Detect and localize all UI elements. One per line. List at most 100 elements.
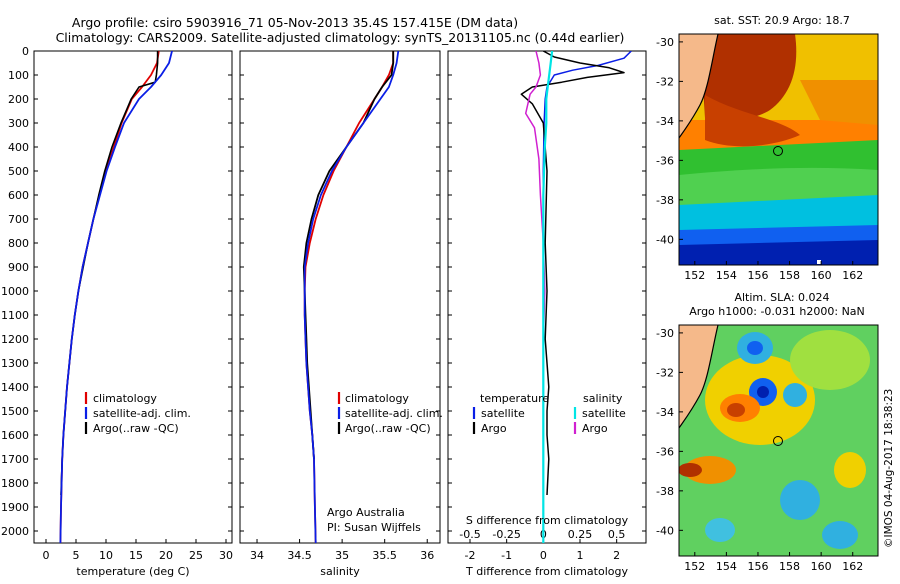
temperature-tick-label: 20 [159, 549, 173, 562]
salinity-legend: climatology satellite-adj. clim. Argo(..… [327, 392, 443, 534]
map-lat-label: -30 [656, 327, 674, 340]
map-lon-label: 156 [747, 269, 768, 282]
salinity-series [302, 51, 400, 543]
temperature-tick-label: 15 [129, 549, 143, 562]
depth-tick-label: 100 [8, 69, 29, 82]
t-difference-tick-label: -1 [501, 549, 512, 562]
map-lon-label: 156 [747, 560, 768, 573]
temperature-tick-label: 25 [189, 549, 203, 562]
legend-title-salinity: salinity [583, 392, 623, 405]
salinity-tick-label: 36 [420, 549, 434, 562]
salinity-tick-label: 34.5 [287, 549, 312, 562]
map-lat-label: -30 [656, 36, 674, 49]
depth-tick-label: 1900 [1, 501, 29, 514]
s-difference-label: S difference from climatology [466, 514, 629, 527]
legend-label-temp-satellite: satellite [481, 407, 525, 420]
map-lon-label: 162 [842, 560, 863, 573]
depth-tick-label: 1500 [1, 405, 29, 418]
depth-tick-label: 800 [8, 237, 29, 250]
map-lat-label: -40 [656, 233, 674, 246]
depth-tick-label: 1300 [1, 357, 29, 370]
map-lat-label: -32 [656, 366, 674, 379]
salinity-panel [239, 50, 441, 544]
legend-label-argo: Argo(..raw -QC) [345, 422, 431, 435]
pi-note: PI: Susan Wijffels [327, 521, 421, 534]
depth-tick-label: 1600 [1, 429, 29, 442]
map-lat-label: -38 [656, 485, 674, 498]
project-note: Argo Australia [327, 506, 405, 519]
temperature-xlabel: temperature (deg C) [76, 565, 189, 578]
depth-tick-label: 2000 [1, 525, 29, 538]
depth-tick-label: 1200 [1, 333, 29, 346]
t-difference-tick-label: 1 [577, 549, 584, 562]
difference-series [520, 51, 632, 543]
salinity-tick-label: 35 [335, 549, 349, 562]
legend-label-satellite: satellite-adj. clim. [345, 407, 443, 420]
imos-stamp: ©IMOS 04-Aug-2017 18:38:23 [883, 389, 895, 548]
temperature-series [59, 51, 173, 543]
sst-map-title: sat. SST: 20.9 Argo: 18.7 [714, 14, 850, 27]
map-lat-label: -40 [656, 524, 674, 537]
depth-axis: 0 100 200 300 400 500 600 700 800 900 1000 1100 1200… [1, 45, 646, 538]
legend-label-satellite: satellite-adj. clim. [93, 407, 191, 420]
depth-tick-label: 1400 [1, 381, 29, 394]
salinity-tick-label: 34 [250, 549, 264, 562]
map-lat-label: -38 [656, 194, 674, 207]
depth-tick-label: 500 [8, 165, 29, 178]
t-difference-tick-label: 0 [540, 549, 547, 562]
temperature-tick-label: 0 [43, 549, 50, 562]
depth-tick-label: 0 [22, 45, 29, 58]
legend-label-sal-satellite: satellite [582, 407, 626, 420]
depth-tick-label: 600 [8, 189, 29, 202]
sla-map-title1: Altim. SLA: 0.024 [734, 291, 829, 304]
series-line-temp-argo [520, 51, 625, 496]
depth-tick-label: 700 [8, 213, 29, 226]
depth-tick-label: 1100 [1, 309, 29, 322]
map-lat-label: -32 [656, 75, 674, 88]
t-difference-tick-label: -2 [465, 549, 476, 562]
series-line-satellite [59, 51, 173, 543]
difference-legend: temperature salinity satellite Argo sate… [466, 392, 629, 527]
depth-tick-label: 400 [8, 141, 29, 154]
legend-label-argo: Argo(..raw -QC) [93, 422, 179, 435]
salinity-tick-label: 35.5 [372, 549, 397, 562]
sst-map-axes: -30 -32 -34 -36 -38 -40 152 154 156 158 160 162 [656, 36, 863, 282]
series-line-sal-satellite [542, 51, 554, 543]
sla-map [679, 325, 878, 556]
map-lon-label: 160 [811, 560, 832, 573]
depth-tick-label: 1000 [1, 285, 29, 298]
depth-tick-label: 200 [8, 93, 29, 106]
legend-label-temp-argo: Argo [481, 422, 507, 435]
temperature-panel [33, 50, 233, 544]
temperature-tick-label: 10 [99, 549, 113, 562]
map-lon-label: 162 [842, 269, 863, 282]
difference-xlabel: T difference from climatology [465, 565, 628, 578]
map-lon-label: 152 [684, 269, 705, 282]
legend-label-sal-argo: Argo [582, 422, 608, 435]
map-lon-label: 158 [779, 269, 800, 282]
map-lon-label: 154 [716, 560, 737, 573]
temperature-tick-label: 30 [219, 549, 233, 562]
legend-label-climatology: climatology [345, 392, 409, 405]
map-lat-label: -36 [656, 445, 674, 458]
sst-map [679, 34, 878, 265]
map-lon-label: 158 [779, 560, 800, 573]
salinity-xlabel: salinity [320, 565, 360, 578]
depth-tick-label: 900 [8, 261, 29, 274]
depth-tick-label: 1800 [1, 477, 29, 490]
map-lon-label: 152 [684, 560, 705, 573]
depth-tick-label: 300 [8, 117, 29, 130]
sla-map-axes: -30 -32 -34 -36 -38 -40 152 154 156 158 160 162 [656, 327, 863, 573]
figure-title-line1: Argo profile: csiro 5903916_71 05-Nov-20… [72, 15, 518, 30]
s-difference-tick-label: 0.25 [568, 528, 593, 541]
map-lon-label: 160 [811, 269, 832, 282]
depth-tick-label: 1700 [1, 453, 29, 466]
figure-title-line2: Climatology: CARS2009. Satellite-adjuste… [56, 30, 625, 45]
temperature-legend: climatology satellite-adj. clim. Argo(..… [84, 392, 191, 435]
s-difference-tick-label: -0.25 [492, 528, 520, 541]
salinity-x-axis: 34 34.5 35 35.5 36 [250, 539, 434, 562]
s-difference-tick-label: 0.5 [608, 528, 626, 541]
sla-map-title2: Argo h1000: -0.031 h2000: NaN [689, 305, 865, 318]
temperature-x-axis: 0 5 10 15 20 25 30 [43, 539, 233, 562]
